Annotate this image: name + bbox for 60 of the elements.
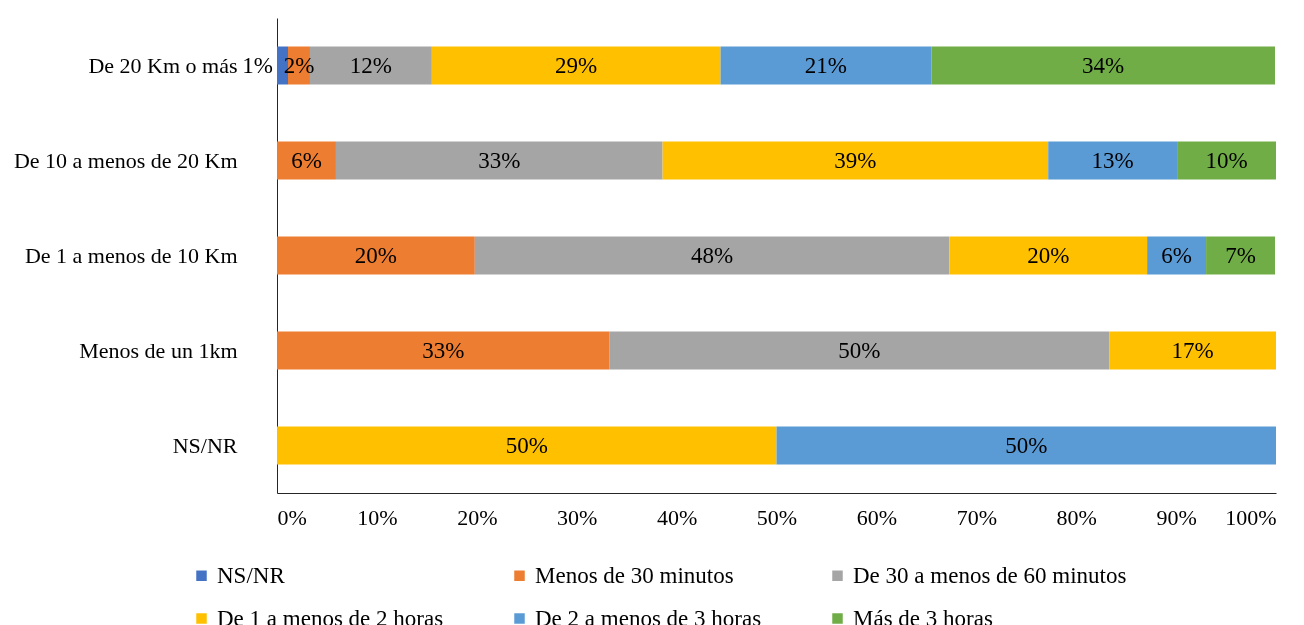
bar <box>1147 236 1207 275</box>
bar <box>277 426 777 465</box>
bar <box>277 236 475 275</box>
x-tick-label: 20% <box>457 504 498 530</box>
data-label: 13% <box>1091 147 1134 173</box>
data-label: 7% <box>1225 242 1256 268</box>
x-tick-label: 100% <box>1225 504 1277 530</box>
bar <box>609 331 1110 370</box>
bar <box>474 236 950 275</box>
data-label: 50% <box>838 337 881 363</box>
data-label: 50% <box>505 432 548 458</box>
bar <box>431 46 721 85</box>
data-label: 39% <box>834 147 877 173</box>
data-label: 48% <box>690 242 734 268</box>
data-label: 34% <box>1082 52 1125 78</box>
bar <box>776 426 1276 465</box>
bar <box>1206 236 1275 275</box>
x-tick-label: 40% <box>656 504 698 530</box>
y-tick-label: De 10 a menos de 20 Km <box>13 147 238 173</box>
x-tick-label: 70% <box>956 504 997 530</box>
data-label: 20% <box>354 242 397 268</box>
bar <box>1109 331 1276 370</box>
data-label: 33% <box>478 147 521 173</box>
x-tick-label: 0% <box>277 504 307 530</box>
data-label: 50% <box>1005 432 1048 458</box>
x-tick-label: 10% <box>357 504 398 530</box>
legend-label: Más de 3 horas <box>853 605 993 625</box>
bar <box>662 141 1049 180</box>
data-label: 6% <box>1161 242 1192 268</box>
legend-label: De 1 a menos de 2 horas <box>217 605 444 625</box>
data-label: 17% <box>1171 337 1214 363</box>
bar <box>277 331 610 370</box>
y-tick-label: De 20 Km o más <box>88 52 238 78</box>
data-label: 6% <box>291 147 322 173</box>
x-tick-label: 50% <box>756 504 798 530</box>
bar <box>949 236 1148 275</box>
data-label: 21% <box>804 52 848 78</box>
y-tick-label: NS/NR <box>172 432 238 458</box>
y-tick-label: Menos de un 1km <box>79 337 238 363</box>
bar <box>720 46 932 85</box>
data-label: 33% <box>422 337 465 363</box>
legend-label: NS/NR <box>217 562 286 588</box>
legend-label: De 2 a menos de 3 horas <box>535 605 762 625</box>
x-tick-label: 30% <box>557 504 598 530</box>
data-label: 12% <box>349 52 392 78</box>
data-label: 10% <box>1205 147 1248 173</box>
legend-label: De 30 a menos de 60 minutos <box>853 562 1127 588</box>
legend-label: Menos de 30 minutos <box>535 562 734 588</box>
bar <box>335 141 663 180</box>
x-tick-label: 90% <box>1156 504 1197 530</box>
data-label: 20% <box>1027 242 1070 268</box>
bar <box>1048 141 1178 180</box>
bar <box>1177 141 1276 180</box>
x-tick-label: 80% <box>1056 504 1097 530</box>
data-label: 1% <box>242 52 273 78</box>
y-tick-label: De 1 a menos de 10 Km <box>24 242 238 268</box>
data-label: 29% <box>555 52 598 78</box>
bar <box>931 46 1275 85</box>
x-tick-label: 60% <box>856 504 898 530</box>
bar <box>277 141 336 180</box>
